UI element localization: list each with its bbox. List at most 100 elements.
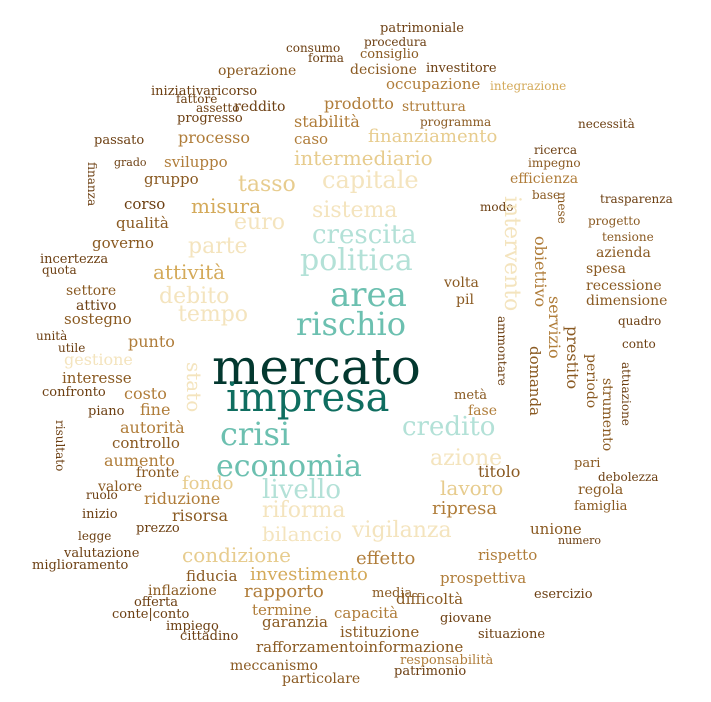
cloud-word: istituzione xyxy=(340,623,420,641)
cloud-word: situazione xyxy=(478,627,546,642)
cloud-word: intervento xyxy=(499,196,524,312)
cloud-word: bilancio xyxy=(262,522,343,546)
cloud-word: valutazione xyxy=(64,546,140,561)
cloud-word: utile xyxy=(58,341,86,355)
cloud-word: misura xyxy=(191,194,261,218)
cloud-word: spesa xyxy=(586,261,626,277)
cloud-word: termine xyxy=(252,601,312,619)
cloud-word: assetto xyxy=(196,101,240,115)
cloud-word: azione xyxy=(430,446,503,471)
cloud-word: tensione xyxy=(602,230,654,244)
cloud-word: incertezza xyxy=(40,252,109,267)
cloud-word: gruppo xyxy=(144,170,199,188)
cloud-word: ruolo xyxy=(86,488,118,502)
cloud-word: impresa xyxy=(226,375,390,421)
cloud-word: attuazione xyxy=(619,362,633,426)
cloud-word: numero xyxy=(558,534,601,547)
cloud-word: pari xyxy=(574,456,601,471)
cloud-word: vigilanza xyxy=(352,518,452,543)
cloud-word: consiglio xyxy=(360,47,419,62)
cloud-word: iniziativaricorso xyxy=(151,84,258,99)
cloud-word: fattore xyxy=(176,92,218,106)
cloud-word: base xyxy=(532,188,561,202)
cloud-word: interesse xyxy=(62,369,132,387)
cloud-word: processo xyxy=(178,128,251,147)
cloud-word: unione xyxy=(530,520,582,538)
cloud-word: fondo xyxy=(182,473,234,494)
cloud-word: livello xyxy=(262,475,341,505)
cloud-word: impegno xyxy=(528,156,581,170)
cloud-word: condizione xyxy=(182,543,292,567)
cloud-word: area xyxy=(330,275,407,315)
cloud-word: autorità xyxy=(120,418,185,437)
cloud-word: procedura xyxy=(364,35,427,49)
cloud-word: passato xyxy=(94,133,145,148)
cloud-word: mese xyxy=(555,192,569,224)
cloud-word: media xyxy=(372,586,413,601)
cloud-word: governo xyxy=(92,234,154,252)
cloud-word: inflazione xyxy=(148,583,217,599)
cloud-word: fiducia xyxy=(186,567,238,585)
cloud-word: intermediario xyxy=(294,146,433,170)
cloud-word: azienda xyxy=(596,245,651,261)
cloud-word: corso xyxy=(124,195,166,213)
cloud-word: prestito xyxy=(563,326,582,390)
cloud-word: servizio xyxy=(545,296,564,359)
cloud-word: progetto xyxy=(588,214,641,228)
cloud-word: metà xyxy=(454,388,487,403)
cloud-word: conte|conto xyxy=(112,607,190,622)
cloud-word: legge xyxy=(78,529,112,543)
cloud-word: attività xyxy=(153,260,226,284)
cloud-word: occupazione xyxy=(386,75,481,93)
cloud-word: rapporto xyxy=(244,581,324,602)
cloud-word: modo xyxy=(480,200,514,214)
cloud-word: economia xyxy=(216,449,362,484)
cloud-word: quadro xyxy=(618,314,662,328)
cloud-word: prezzo xyxy=(136,521,180,536)
cloud-word: patrimonio xyxy=(394,664,467,679)
cloud-word: rispetto xyxy=(478,546,538,564)
cloud-word: miglioramento xyxy=(32,558,129,573)
cloud-word: giovane xyxy=(440,611,492,626)
cloud-word: ripresa xyxy=(432,498,498,519)
cloud-word: sviluppo xyxy=(164,153,228,171)
cloud-word: periodo xyxy=(583,354,599,409)
cloud-word: ammontare xyxy=(495,316,509,386)
cloud-word: sistema xyxy=(312,198,398,223)
cloud-word: risultato xyxy=(53,420,67,472)
cloud-word: necessità xyxy=(578,117,635,131)
cloud-word: parte xyxy=(188,234,248,259)
cloud-word: garanzia xyxy=(262,613,328,631)
cloud-word: mercato xyxy=(212,338,421,396)
cloud-word: prospettiva xyxy=(440,569,527,587)
cloud-word: finanziamento xyxy=(368,126,498,147)
cloud-word: stato xyxy=(182,362,206,413)
cloud-word: consumo xyxy=(286,41,341,55)
cloud-word: rafforzamentoinformazione xyxy=(256,638,464,656)
cloud-word: prodotto xyxy=(324,94,394,113)
cloud-word: difficoltà xyxy=(396,590,464,608)
cloud-word: crescita xyxy=(312,220,417,250)
cloud-word: debolezza xyxy=(598,470,659,484)
cloud-word: integrazione xyxy=(490,79,567,93)
cloud-word: cittadino xyxy=(180,629,239,644)
cloud-word: tempo xyxy=(178,302,249,327)
cloud-word: fine xyxy=(140,400,171,419)
cloud-word: investimento xyxy=(250,564,368,585)
cloud-word: regola xyxy=(578,482,624,498)
cloud-word: euro xyxy=(234,210,285,235)
cloud-word: trasparenza xyxy=(600,192,673,206)
cloud-word: pil xyxy=(456,292,474,308)
cloud-word: strumento xyxy=(599,378,615,452)
cloud-word: ricerca xyxy=(534,143,578,157)
cloud-word: politica xyxy=(300,243,413,278)
cloud-word: tasso xyxy=(238,172,296,197)
cloud-word: credito xyxy=(402,412,496,442)
cloud-word: famiglia xyxy=(574,499,628,514)
cloud-word: crisi xyxy=(220,415,291,453)
cloud-word: lavoro xyxy=(440,476,504,500)
cloud-word: particolare xyxy=(282,671,361,687)
cloud-word: qualità xyxy=(116,214,169,232)
cloud-word: recessione xyxy=(586,278,662,294)
